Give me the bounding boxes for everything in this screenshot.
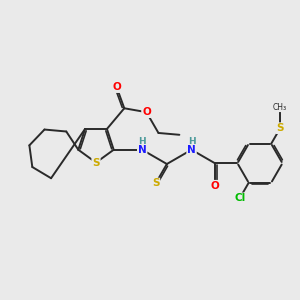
Text: CH₃: CH₃ xyxy=(273,103,287,112)
Text: S: S xyxy=(152,178,159,188)
Text: O: O xyxy=(112,82,121,92)
Text: S: S xyxy=(92,158,100,168)
Text: N: N xyxy=(187,145,196,155)
Text: O: O xyxy=(142,107,151,117)
Text: S: S xyxy=(276,123,284,133)
Text: Cl: Cl xyxy=(234,193,245,203)
Text: O: O xyxy=(211,181,219,191)
Text: H: H xyxy=(138,137,146,146)
Text: N: N xyxy=(138,145,147,155)
Text: H: H xyxy=(188,137,196,146)
